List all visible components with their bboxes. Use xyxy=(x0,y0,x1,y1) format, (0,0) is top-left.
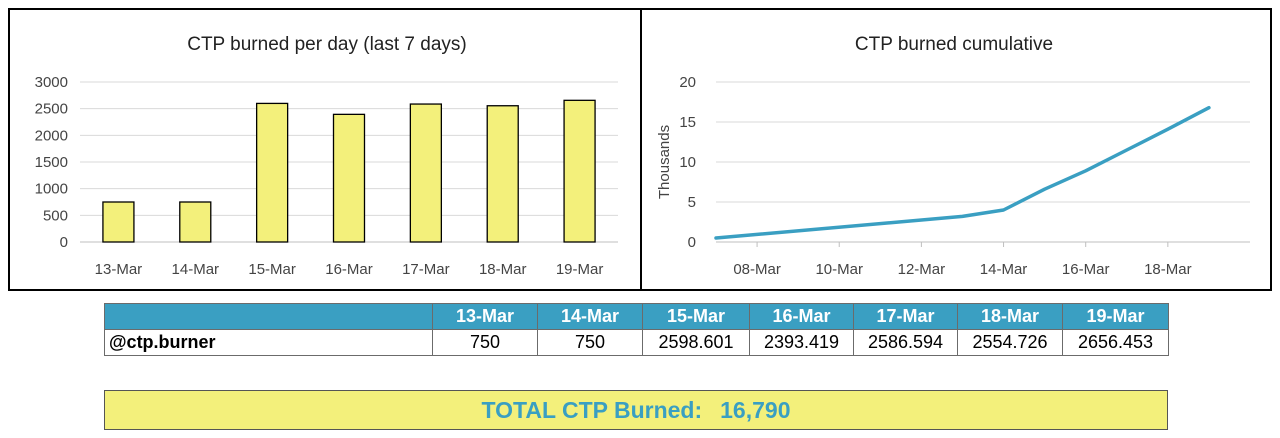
table-row-label: @ctp.burner xyxy=(104,329,433,356)
table-header: 19-Mar xyxy=(1062,303,1169,330)
y-tick-label: 1500 xyxy=(35,154,68,171)
y-axis-label: Thousands xyxy=(656,125,673,199)
table-row: @ctp.burner 750 750 2598.601 2393.419 25… xyxy=(104,329,1169,356)
x-tick-label: 16-Mar xyxy=(1062,261,1110,278)
x-tick-label: 16-Mar xyxy=(325,261,373,278)
table-header-row: 13-Mar 14-Mar 15-Mar 16-Mar 17-Mar 18-Ma… xyxy=(104,303,1169,330)
y-tick-label: 1000 xyxy=(35,181,68,198)
table-cell: 2656.453 xyxy=(1062,329,1169,356)
chart-title: CTP burned per day (last 7 days) xyxy=(187,34,467,55)
bar xyxy=(409,103,443,243)
x-tick-label: 14-Mar xyxy=(980,261,1028,278)
total-banner: TOTAL CTP Burned: 16,790 xyxy=(104,390,1168,430)
y-tick-label: 15 xyxy=(679,114,696,131)
table-corner xyxy=(104,303,433,330)
x-tick-label: 18-Mar xyxy=(479,261,527,278)
x-tick-label: 12-Mar xyxy=(898,261,946,278)
total-label: TOTAL CTP Burned: xyxy=(481,396,703,423)
y-tick-label: 5 xyxy=(688,194,696,211)
table-cell: 2598.601 xyxy=(642,329,750,356)
table-header: 13-Mar xyxy=(432,303,538,330)
x-tick-label: 10-Mar xyxy=(815,261,863,278)
line-chart-panel: CTP burned cumulative 0 5 10 15 20 08-Mar 10-Ma… xyxy=(640,8,1272,291)
bar xyxy=(486,105,519,243)
table-cell: 2393.419 xyxy=(749,329,854,356)
table-header: 16-Mar xyxy=(749,303,854,330)
x-tick-label: 14-Mar xyxy=(172,261,220,278)
x-tick-label: 15-Mar xyxy=(248,261,296,278)
table-header: 17-Mar xyxy=(853,303,958,330)
bar-chart: CTP burned per day (last 7 days) 0 500 1000… xyxy=(35,34,618,278)
table-cell: 750 xyxy=(537,329,643,356)
bar xyxy=(102,201,135,243)
table-cell: 2554.726 xyxy=(957,329,1063,356)
line-chart: CTP burned cumulative 0 5 10 15 20 08-Mar 10-Ma… xyxy=(656,34,1250,278)
y-tick-label: 0 xyxy=(688,234,696,251)
table-cell: 750 xyxy=(432,329,538,356)
burn-table: 13-Mar 14-Mar 15-Mar 16-Mar 17-Mar 18-Ma… xyxy=(104,303,1169,356)
y-tick-label: 3000 xyxy=(35,74,68,91)
bar-chart-panel: CTP burned per day (last 7 days) 0 500 1000… xyxy=(8,8,642,291)
table-header: 14-Mar xyxy=(537,303,643,330)
chart-title: CTP burned cumulative xyxy=(855,34,1053,55)
y-tick-label: 20 xyxy=(679,74,696,91)
y-tick-label: 500 xyxy=(43,207,68,224)
bar xyxy=(179,201,212,243)
bar xyxy=(563,99,596,243)
x-tick-label: 17-Mar xyxy=(402,261,450,278)
y-tick-label: 2500 xyxy=(35,101,68,118)
x-tick-label: 08-Mar xyxy=(733,261,781,278)
y-tick-label: 10 xyxy=(679,154,696,171)
series-line xyxy=(714,105,1211,240)
x-tick-label: 18-Mar xyxy=(1144,261,1192,278)
x-tick-label: 19-Mar xyxy=(556,261,604,278)
y-tick-label: 0 xyxy=(60,234,68,251)
table-header: 15-Mar xyxy=(642,303,750,330)
y-tick-label: 2000 xyxy=(35,127,68,144)
x-tick-label: 13-Mar xyxy=(95,261,143,278)
table-cell: 2586.594 xyxy=(853,329,958,356)
bar xyxy=(255,102,289,243)
bar xyxy=(332,113,366,243)
table-header: 18-Mar xyxy=(957,303,1063,330)
total-value: 16,790 xyxy=(720,396,791,423)
